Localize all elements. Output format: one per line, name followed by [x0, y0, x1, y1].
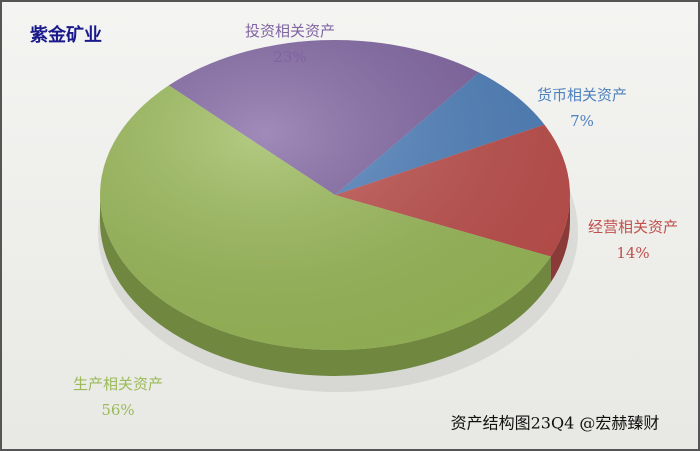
value-label: 56%	[101, 401, 134, 419]
annotation: 资产结构图23Q4 @宏赫臻财	[451, 414, 660, 433]
slice-label: 经营相关资产	[588, 218, 678, 236]
chart-title: 紫金矿业	[30, 24, 102, 46]
slice-label: 货币相关资产	[537, 86, 627, 104]
pie	[99, 39, 570, 377]
value-label: 7%	[570, 112, 594, 130]
slice-label: 生产相关资产	[73, 375, 163, 393]
slice-label: 投资相关资产	[245, 22, 335, 40]
value-label: 14%	[616, 244, 649, 262]
value-label: 23%	[273, 48, 306, 66]
